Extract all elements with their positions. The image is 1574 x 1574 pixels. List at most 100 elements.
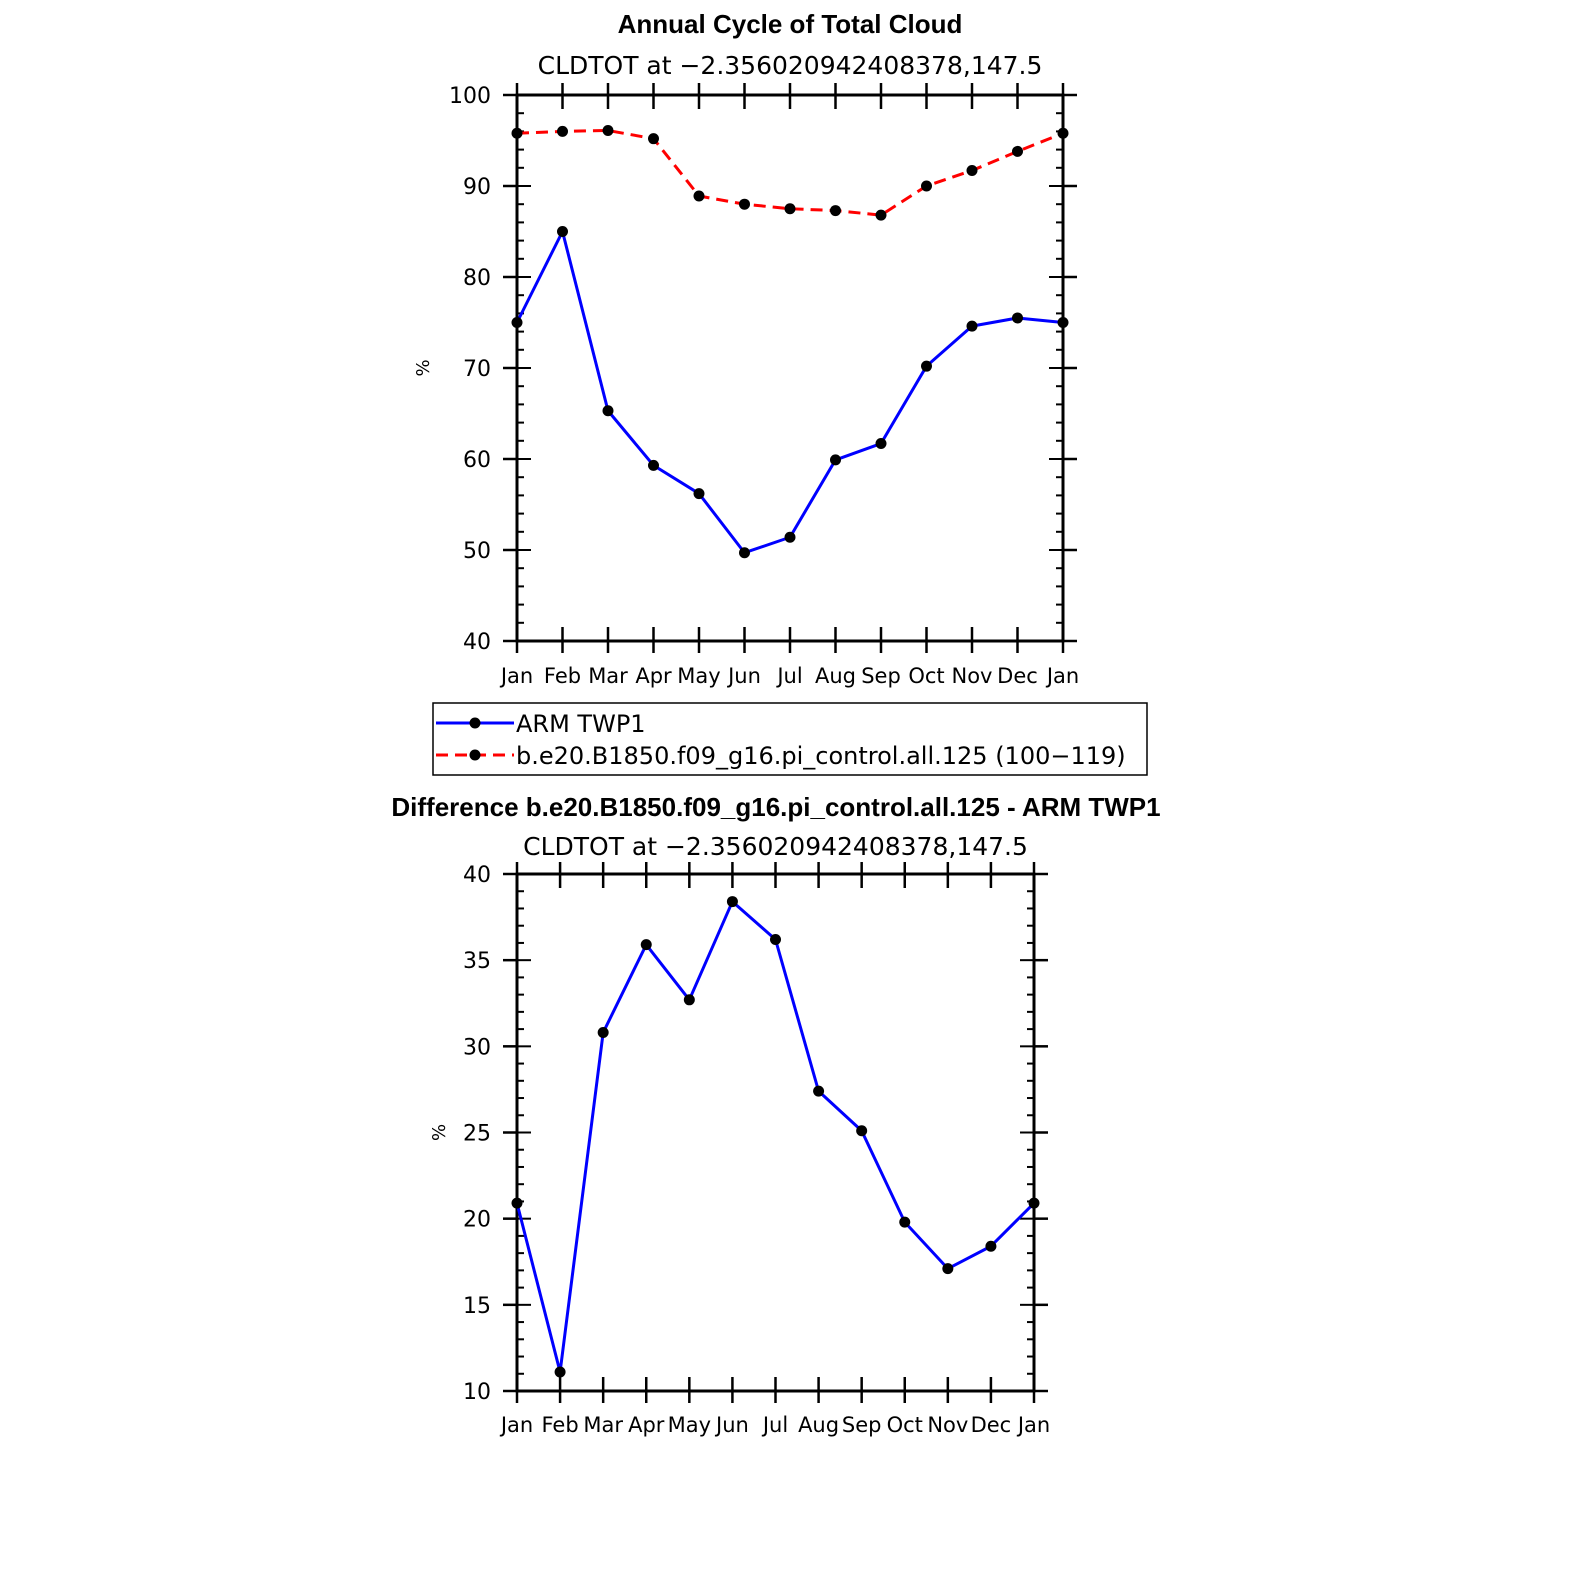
series-line	[515, 230, 1064, 555]
x-tick-label: Oct	[887, 1413, 923, 1437]
plot-frame	[515, 93, 1065, 643]
x-tick-label: Dec	[997, 664, 1038, 688]
data-point	[942, 1263, 954, 1275]
data-point	[602, 405, 614, 417]
chart-title: Annual Cycle of Total Cloud	[618, 9, 963, 39]
y-tick-label: 50	[463, 539, 491, 564]
x-tick-label: Mar	[583, 1413, 623, 1437]
chart-subtitle: CLDTOT at −2.356020942408378,147.5	[523, 832, 1028, 861]
y-axis: 10 15 20 25 30 35 40	[463, 863, 1048, 1405]
data-point	[966, 165, 978, 177]
x-axis: Jan Feb Mar Apr May Jun Jul Aug Sep Oct Nov Dec Jan	[499, 83, 1079, 688]
y-tick-label: 25	[463, 1122, 491, 1147]
legend-swatch-marker	[469, 717, 481, 729]
x-tick-label: Nov	[952, 664, 993, 688]
x-tick-label: Aug	[798, 1413, 839, 1437]
legend-swatch-marker	[469, 749, 481, 761]
x-tick-label: Apr	[635, 664, 672, 688]
x-tick-label: Jul	[761, 1413, 788, 1437]
data-point	[1012, 312, 1023, 324]
chart-subtitle: CLDTOT at −2.356020942408378,147.5	[538, 51, 1043, 80]
x-tick-label: Feb	[541, 1413, 578, 1437]
data-point	[875, 209, 887, 221]
data-point	[693, 190, 705, 202]
y-tick-label: 10	[463, 1380, 491, 1405]
x-tick-label: Nov	[927, 1413, 968, 1437]
data-point	[1028, 1197, 1040, 1209]
x-tick-label: Jan	[1016, 1413, 1050, 1437]
legend: ARM TWP1 b.e20.B1850.f09_g16.pi_control.a…	[432, 702, 1148, 776]
data-point	[1057, 127, 1069, 139]
data-point	[921, 360, 932, 372]
data-point	[770, 933, 781, 945]
x-tick-label: Apr	[628, 1413, 665, 1437]
y-axis: 40 50 60 70 80 90 100	[449, 84, 1077, 655]
data-point	[966, 320, 978, 332]
x-tick-label: Jan	[499, 664, 533, 688]
chart-2: Difference b.e20.B1850.f09_g16.pi_contro…	[391, 792, 1160, 1437]
x-tick-label: Mar	[588, 664, 628, 688]
series-1	[511, 896, 1040, 1378]
legend-box	[432, 702, 1148, 776]
x-tick-label: May	[677, 664, 720, 688]
data-point	[640, 939, 652, 951]
legend-entry: b.e20.B1850.f09_g16.pi_control.all.125 (…	[516, 742, 1126, 770]
x-tick-label: Sep	[842, 1413, 882, 1437]
data-point	[726, 896, 738, 908]
data-point	[985, 1240, 997, 1252]
x-tick-label: Jan	[499, 1413, 533, 1437]
series-line	[515, 900, 1036, 1374]
data-point	[602, 124, 614, 136]
x-tick-label: Oct	[908, 664, 944, 688]
series-line	[516, 128, 1064, 217]
y-tick-label: 80	[463, 266, 491, 291]
y-tick-label: 40	[463, 863, 491, 888]
data-point	[683, 994, 695, 1006]
x-tick-label: Jun	[714, 1413, 749, 1437]
y-axis-label: %	[413, 359, 434, 376]
data-point	[648, 133, 659, 145]
y-tick-label: 100	[449, 84, 491, 109]
y-tick-label: 90	[463, 175, 491, 200]
data-point	[648, 459, 659, 471]
x-tick-label: May	[668, 1413, 711, 1437]
y-tick-label: 30	[463, 1035, 491, 1060]
legend-entry: ARM TWP1	[516, 710, 646, 738]
data-point	[784, 203, 796, 215]
x-tick-label: Jul	[775, 664, 802, 688]
plot-frame	[515, 872, 1036, 1393]
data-point	[875, 438, 887, 450]
x-tick-label: Sep	[861, 664, 901, 688]
x-tick-label: Aug	[815, 664, 856, 688]
x-tick-label: Jan	[1045, 664, 1079, 688]
data-point	[1057, 317, 1069, 328]
data-point	[813, 1085, 825, 1097]
chart-title: Difference b.e20.B1850.f09_g16.pi_contro…	[391, 792, 1160, 822]
data-point	[739, 547, 750, 559]
data-point	[511, 317, 523, 328]
y-tick-label: 60	[463, 448, 491, 473]
y-tick-label: 70	[463, 357, 491, 382]
data-point	[899, 1216, 911, 1228]
data-point	[693, 488, 705, 500]
data-point	[557, 125, 568, 137]
x-tick-label: Dec	[971, 1413, 1012, 1437]
data-point	[511, 1197, 523, 1209]
data-point	[511, 127, 523, 139]
y-tick-label: 15	[463, 1294, 491, 1319]
data-point	[739, 198, 750, 210]
data-point	[784, 531, 796, 543]
x-tick-label: Jun	[726, 664, 761, 688]
data-point	[1012, 145, 1023, 157]
series-2	[511, 124, 1069, 221]
y-tick-label: 20	[463, 1208, 491, 1233]
data-point	[554, 1366, 566, 1378]
chart-1: Annual Cycle of Total Cloud CLDTOT at −2.…	[413, 9, 1148, 776]
data-point	[830, 454, 841, 466]
x-axis: Jan Feb Mar Apr May Jun Jul Aug Sep Oct Nov Dec Jan	[499, 862, 1050, 1437]
series-1	[511, 226, 1069, 559]
x-tick-label: Feb	[544, 664, 581, 688]
data-point	[597, 1027, 609, 1039]
y-tick-label: 35	[463, 949, 491, 974]
y-axis-label: %	[429, 1124, 450, 1141]
